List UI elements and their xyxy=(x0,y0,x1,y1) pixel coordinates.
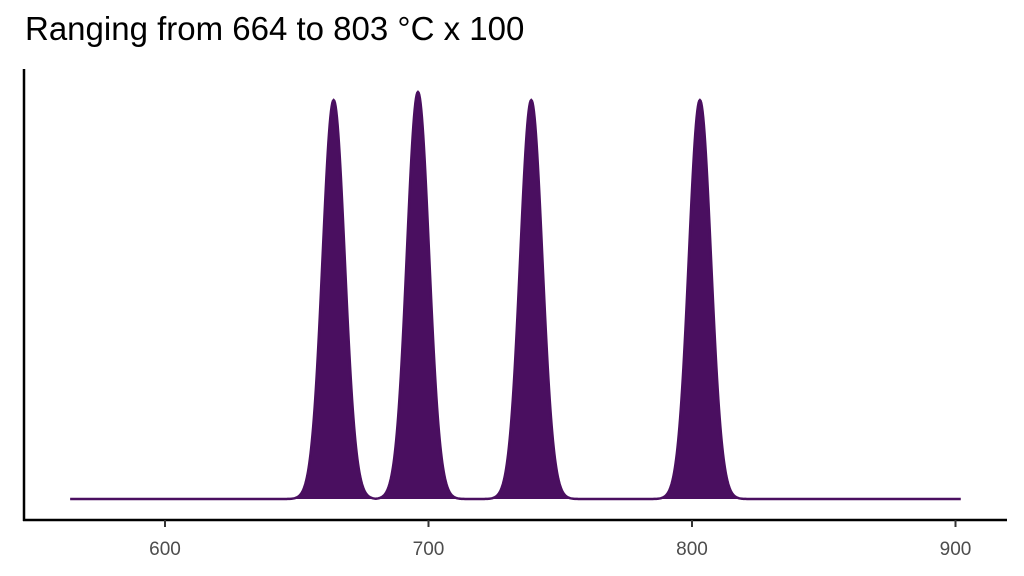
density-area xyxy=(70,92,961,499)
x-tick-label: 900 xyxy=(940,539,972,560)
plot-area xyxy=(70,90,961,501)
chart-title: Ranging from 664 to 803 °C x 100 xyxy=(25,10,525,47)
x-tick-label: 700 xyxy=(413,539,445,560)
density-outline xyxy=(70,90,961,501)
x-tick-label: 800 xyxy=(676,539,708,560)
x-tick-label: 600 xyxy=(149,539,181,560)
x-axis-ticks: 600 700 800 900 xyxy=(149,520,971,560)
